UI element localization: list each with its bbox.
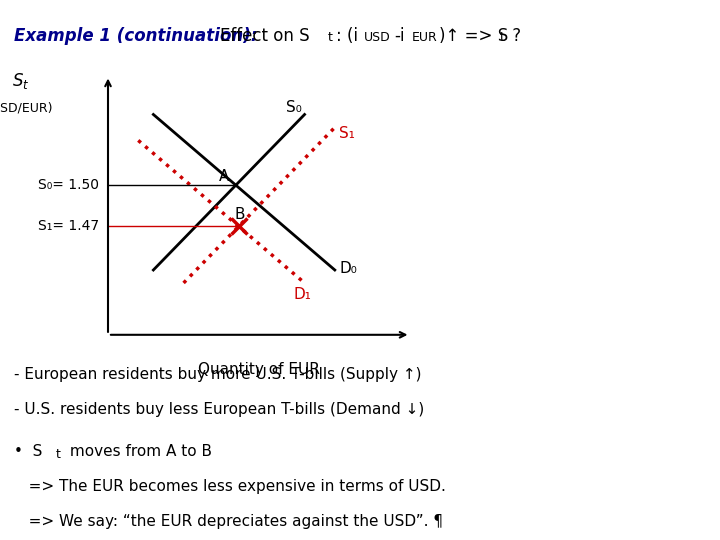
Text: t: t: [500, 31, 505, 44]
Text: - European residents buy more U.S. T-bills (Supply ↑): - European residents buy more U.S. T-bil…: [14, 367, 422, 382]
Text: B: B: [234, 207, 245, 222]
Text: EUR: EUR: [412, 31, 438, 44]
Text: => We say: “the EUR depreciates against the USD”. ¶: => We say: “the EUR depreciates against …: [14, 514, 444, 529]
Text: : (i: : (i: [336, 27, 359, 45]
Text: $S_t$: $S_t$: [12, 71, 29, 91]
Text: S₀= 1.50: S₀= 1.50: [38, 178, 99, 192]
Text: t: t: [328, 31, 333, 44]
Text: Example 1 (continuation):: Example 1 (continuation):: [14, 27, 258, 45]
Text: S₁= 1.47: S₁= 1.47: [38, 219, 99, 233]
Text: D₀: D₀: [339, 261, 357, 275]
Text: -i: -i: [394, 27, 405, 45]
Text: A: A: [220, 170, 230, 184]
Text: )↑ => S: )↑ => S: [439, 27, 508, 45]
Text: •  S: • S: [14, 444, 42, 459]
Text: S₁: S₁: [339, 126, 355, 141]
Text: ?: ?: [507, 27, 521, 45]
Text: USD: USD: [364, 31, 391, 44]
Text: Effect on S: Effect on S: [220, 27, 309, 45]
Text: t: t: [56, 448, 61, 461]
Text: D₁: D₁: [294, 287, 312, 301]
Text: => The EUR becomes less expensive in terms of USD.: => The EUR becomes less expensive in ter…: [14, 479, 446, 494]
Text: (USD/EUR): (USD/EUR): [0, 102, 53, 115]
Text: moves from A to B: moves from A to B: [65, 444, 212, 459]
Text: - U.S. residents buy less European T-bills (Demand ↓): - U.S. residents buy less European T-bil…: [14, 402, 425, 417]
Text: S₀: S₀: [287, 100, 302, 115]
Text: Quantity of EUR: Quantity of EUR: [198, 362, 320, 377]
